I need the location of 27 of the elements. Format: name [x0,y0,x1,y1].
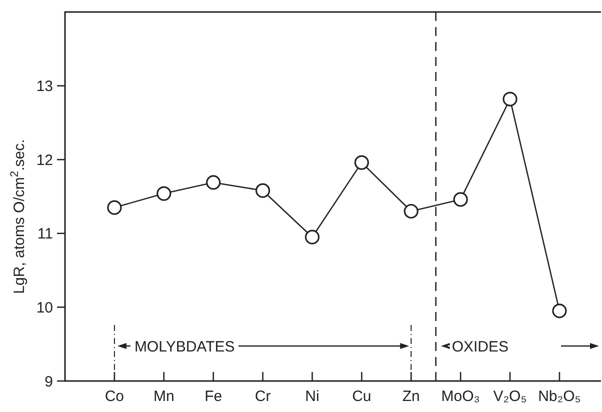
annotation: MOLYBDATES [134,338,235,356]
x-tick-label: Mn [153,388,174,405]
point [552,304,567,318]
point [304,230,320,244]
point [502,92,518,106]
x-tick-label: Fe [204,388,222,405]
point [206,175,221,190]
x-tick-label: Cr [254,388,271,405]
y-tick-label: 13 [36,78,53,96]
annotation: OXIDES [452,338,509,356]
x-tick-label: V₂O₅ [493,388,527,405]
x-tick-label: Zn [402,388,420,405]
y-tick-label: 10 [36,299,53,316]
y-tick-label: 9 [44,373,53,390]
x-tick-label: Ni [305,388,320,405]
x-tick-label: Nb₂O₅ [538,388,581,405]
x-tick-label: Cu [352,388,372,405]
x-tick-label: Co [104,388,124,405]
y-tick-label: 12 [36,152,53,169]
x-tick-label: MoO₃ [441,388,480,405]
point [156,186,172,201]
y-tick-label: 11 [37,226,53,243]
point [404,204,418,219]
point [255,183,270,198]
point [453,192,468,207]
point [354,155,369,170]
point [107,200,122,215]
